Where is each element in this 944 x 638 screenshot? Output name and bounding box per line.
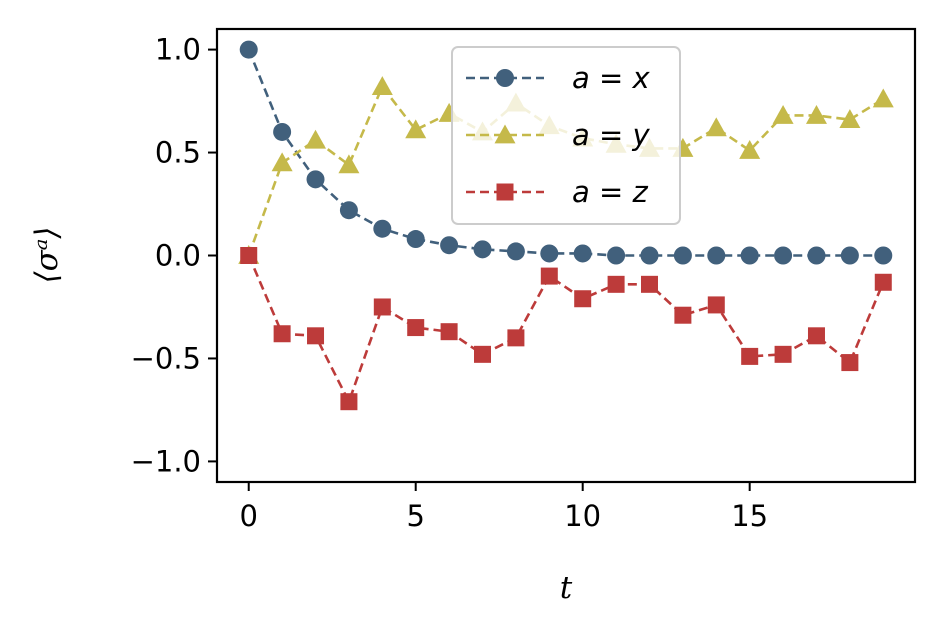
- legend-label: a = z: [572, 175, 649, 209]
- legend-marker: [496, 183, 514, 201]
- data-point: [306, 170, 325, 189]
- data-point: [339, 201, 358, 220]
- series-circle: [239, 40, 893, 265]
- y-tick-label: −1.0: [131, 444, 201, 478]
- data-point: [506, 242, 525, 261]
- y-tick-label: 1.0: [155, 33, 201, 67]
- data-point: [574, 290, 592, 308]
- data-point: [607, 246, 626, 265]
- series-line: [247, 254, 885, 405]
- x-axis-label: t: [560, 570, 573, 606]
- series-square: [240, 247, 892, 411]
- x-tick-label: 5: [406, 499, 424, 533]
- data-point: [273, 325, 291, 343]
- data-point: [338, 154, 360, 174]
- data-point: [373, 298, 391, 316]
- data-point: [872, 88, 894, 108]
- data-point: [740, 246, 759, 265]
- legend-label: a = y: [572, 118, 651, 152]
- x-tick-label: 10: [564, 499, 601, 533]
- plot-frame: [215, 27, 917, 484]
- data-point: [674, 306, 692, 324]
- data-point: [273, 122, 292, 141]
- data-point: [239, 40, 258, 59]
- data-point: [839, 109, 861, 128]
- data-point: [741, 347, 759, 365]
- legend-entry: a = z: [466, 175, 649, 209]
- legend-marker: [496, 69, 514, 87]
- data-point: [440, 323, 458, 341]
- data-point: [240, 247, 258, 264]
- data-point: [307, 327, 325, 345]
- x-tick-label: 15: [731, 499, 768, 533]
- data-point: [673, 246, 692, 265]
- data-point: [705, 117, 727, 137]
- data-point: [405, 119, 427, 139]
- data-point: [407, 319, 425, 337]
- data-point: [540, 244, 559, 263]
- data-point: [507, 329, 525, 347]
- y-tick-label: 0.5: [155, 136, 201, 170]
- data-point: [774, 345, 792, 363]
- data-point: [371, 76, 393, 96]
- data-point: [607, 275, 625, 293]
- data-point: [440, 236, 459, 255]
- data-point: [739, 139, 761, 159]
- legend-entry: a = x: [466, 61, 651, 95]
- legend-box: [451, 46, 681, 225]
- data-point: [373, 219, 392, 238]
- data-point: [807, 246, 826, 265]
- data-point: [640, 246, 659, 265]
- data-point: [473, 240, 492, 259]
- y-axis-label: ⟨σᵃ⟩: [29, 227, 65, 284]
- data-point: [640, 275, 658, 293]
- data-point: [406, 230, 425, 249]
- ticks-layer: 0 5 10 15 1.0 0.5 0.0 −0.5 −1.0: [131, 33, 769, 533]
- data-point: [772, 104, 794, 124]
- data-point: [874, 246, 893, 265]
- data-point: [874, 273, 892, 291]
- legend: a = x a = y a = z: [451, 46, 681, 225]
- data-point: [805, 104, 827, 124]
- data-point: [840, 246, 859, 265]
- data-point: [707, 296, 725, 314]
- data-point: [841, 354, 859, 372]
- data-point: [807, 327, 825, 345]
- data-point: [540, 267, 558, 285]
- data-point: [707, 246, 726, 265]
- data-point: [573, 244, 592, 263]
- legend-entries: a = x a = y a = z: [466, 61, 651, 209]
- y-tick-label: −0.5: [131, 341, 201, 375]
- legend-label: a = x: [572, 61, 651, 95]
- data-point: [340, 393, 358, 411]
- y-tick-label: 0.0: [155, 239, 201, 273]
- data-point: [774, 246, 793, 265]
- data-point: [271, 152, 293, 172]
- x-tick-label: 0: [240, 499, 258, 533]
- legend-entry: a = y: [466, 118, 651, 152]
- data-point: [474, 345, 492, 363]
- legend-marker: [494, 124, 516, 144]
- data-point: [305, 129, 327, 149]
